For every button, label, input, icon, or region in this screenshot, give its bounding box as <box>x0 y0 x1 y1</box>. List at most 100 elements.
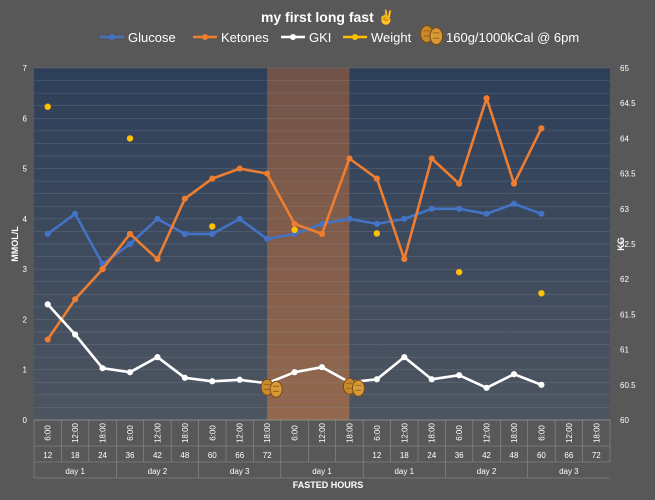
gki-point <box>126 369 134 376</box>
chart-title: my first long fast ✌ <box>261 8 395 26</box>
y-right-tick-label: 64 <box>620 134 629 143</box>
glucose-point <box>483 210 490 217</box>
gki-point <box>209 378 216 385</box>
glucose-point <box>154 215 161 222</box>
x-day-label: day 1 <box>65 467 85 476</box>
x-hour-label: 48 <box>180 451 189 460</box>
ketones-point <box>264 170 271 177</box>
y-axis-left-title: MMOL/L <box>10 226 20 262</box>
x-time-label: 6:00 <box>44 425 53 441</box>
y-left-tick-label: 2 <box>23 315 28 324</box>
x-hour-label: 18 <box>71 451 80 460</box>
legend-label: GKI <box>309 30 331 45</box>
weight-point <box>209 223 216 230</box>
peanut-shell <box>269 380 283 398</box>
peanut-shell <box>351 379 365 397</box>
x-axis-title: FASTED HOURS <box>293 480 364 490</box>
ketones-point <box>373 175 380 182</box>
peanut-texture <box>346 382 362 391</box>
x-hour-label: 48 <box>510 451 519 460</box>
ketones-point <box>483 95 490 102</box>
ketones-point <box>99 266 106 273</box>
y-right-tick-label: 64.5 <box>620 99 636 108</box>
gki-point <box>401 354 408 361</box>
y-right-tick-label: 61 <box>620 346 629 355</box>
y-right-tick-label: 60 <box>620 416 629 425</box>
x-hour-label: 36 <box>126 451 135 460</box>
weight-point <box>126 135 134 142</box>
glucose-point <box>428 205 435 212</box>
x-hour-label: 66 <box>235 451 244 460</box>
ketones-point <box>209 175 216 182</box>
gki-point <box>538 381 545 388</box>
glucose-point <box>373 220 380 227</box>
ketones-point <box>72 296 79 303</box>
x-hour-label: 18 <box>400 451 409 460</box>
glucose-point <box>346 215 353 222</box>
legend: Glucose Ketones GKI Weight 160g/1000kCal @ 6… <box>100 25 579 46</box>
x-time-label: 12:00 <box>236 422 245 443</box>
glucose-point <box>401 215 408 222</box>
ketones-point <box>154 255 161 263</box>
x-day-label: day 3 <box>559 467 579 476</box>
x-time-label: 18:00 <box>510 422 519 443</box>
ketones-point <box>181 195 188 202</box>
x-hour-label: 60 <box>537 451 546 460</box>
weight-point <box>291 226 298 234</box>
x-day-label: day 2 <box>477 467 497 476</box>
x-day-label: day 3 <box>230 467 250 476</box>
gki-point <box>44 301 51 308</box>
gki-point <box>291 369 298 376</box>
y-right-tick-label: 60.5 <box>620 381 636 390</box>
peanut-icon <box>342 377 365 397</box>
ketones-point <box>346 155 353 162</box>
gki-point <box>456 372 463 379</box>
x-hour-label: 12 <box>372 451 381 460</box>
gki-point <box>318 364 326 371</box>
glucose-point <box>181 230 188 238</box>
legend-label: Weight <box>371 30 412 45</box>
y-left-tick-label: 1 <box>23 366 28 375</box>
glucose-point <box>538 210 545 217</box>
y-axis-right-title: KG <box>616 237 626 251</box>
x-hour-label: 36 <box>455 451 464 460</box>
y-left-tick-label: 0 <box>23 416 28 425</box>
x-hour-label: 12 <box>43 451 52 460</box>
ketones-point <box>318 230 326 238</box>
ketones-point <box>44 336 51 343</box>
y-right-tick-label: 63 <box>620 205 629 214</box>
x-time-label: 12:00 <box>318 422 327 443</box>
legend-label: Glucose <box>128 30 176 45</box>
gki-point <box>236 376 243 383</box>
peanut-texture <box>423 30 440 39</box>
ketones-point <box>538 125 545 132</box>
x-time-label: 18:00 <box>99 422 108 443</box>
x-time-label: 12:00 <box>483 422 492 443</box>
ketones-point <box>510 180 518 187</box>
x-time-label: 18:00 <box>345 422 354 443</box>
glucose-point <box>236 215 243 222</box>
ketones-point <box>401 255 408 263</box>
legend-swatch-marker <box>202 34 208 40</box>
x-time-label: 12:00 <box>153 422 162 443</box>
weight-point <box>455 268 463 276</box>
y-right-tick-label: 61.5 <box>620 310 636 319</box>
x-hour-label: 60 <box>208 451 217 460</box>
y-right-tick-label: 62 <box>620 275 629 284</box>
x-time-label: 6:00 <box>537 425 546 441</box>
gki-point <box>373 376 380 383</box>
x-time-label: 18:00 <box>592 422 601 443</box>
x-time-label: 6:00 <box>291 425 300 441</box>
x-time-label: 6:00 <box>455 425 464 441</box>
ketones-point <box>456 180 463 187</box>
x-hour-label: 72 <box>263 451 272 460</box>
gki-point <box>154 354 161 361</box>
x-hour-label: 66 <box>564 451 573 460</box>
weight-point <box>373 230 381 237</box>
glucose-point <box>264 235 271 243</box>
gki-point <box>181 374 188 381</box>
x-time-label: 18:00 <box>181 422 190 443</box>
x-time-label: 12:00 <box>71 422 80 443</box>
x-time-label: 18:00 <box>263 422 272 443</box>
